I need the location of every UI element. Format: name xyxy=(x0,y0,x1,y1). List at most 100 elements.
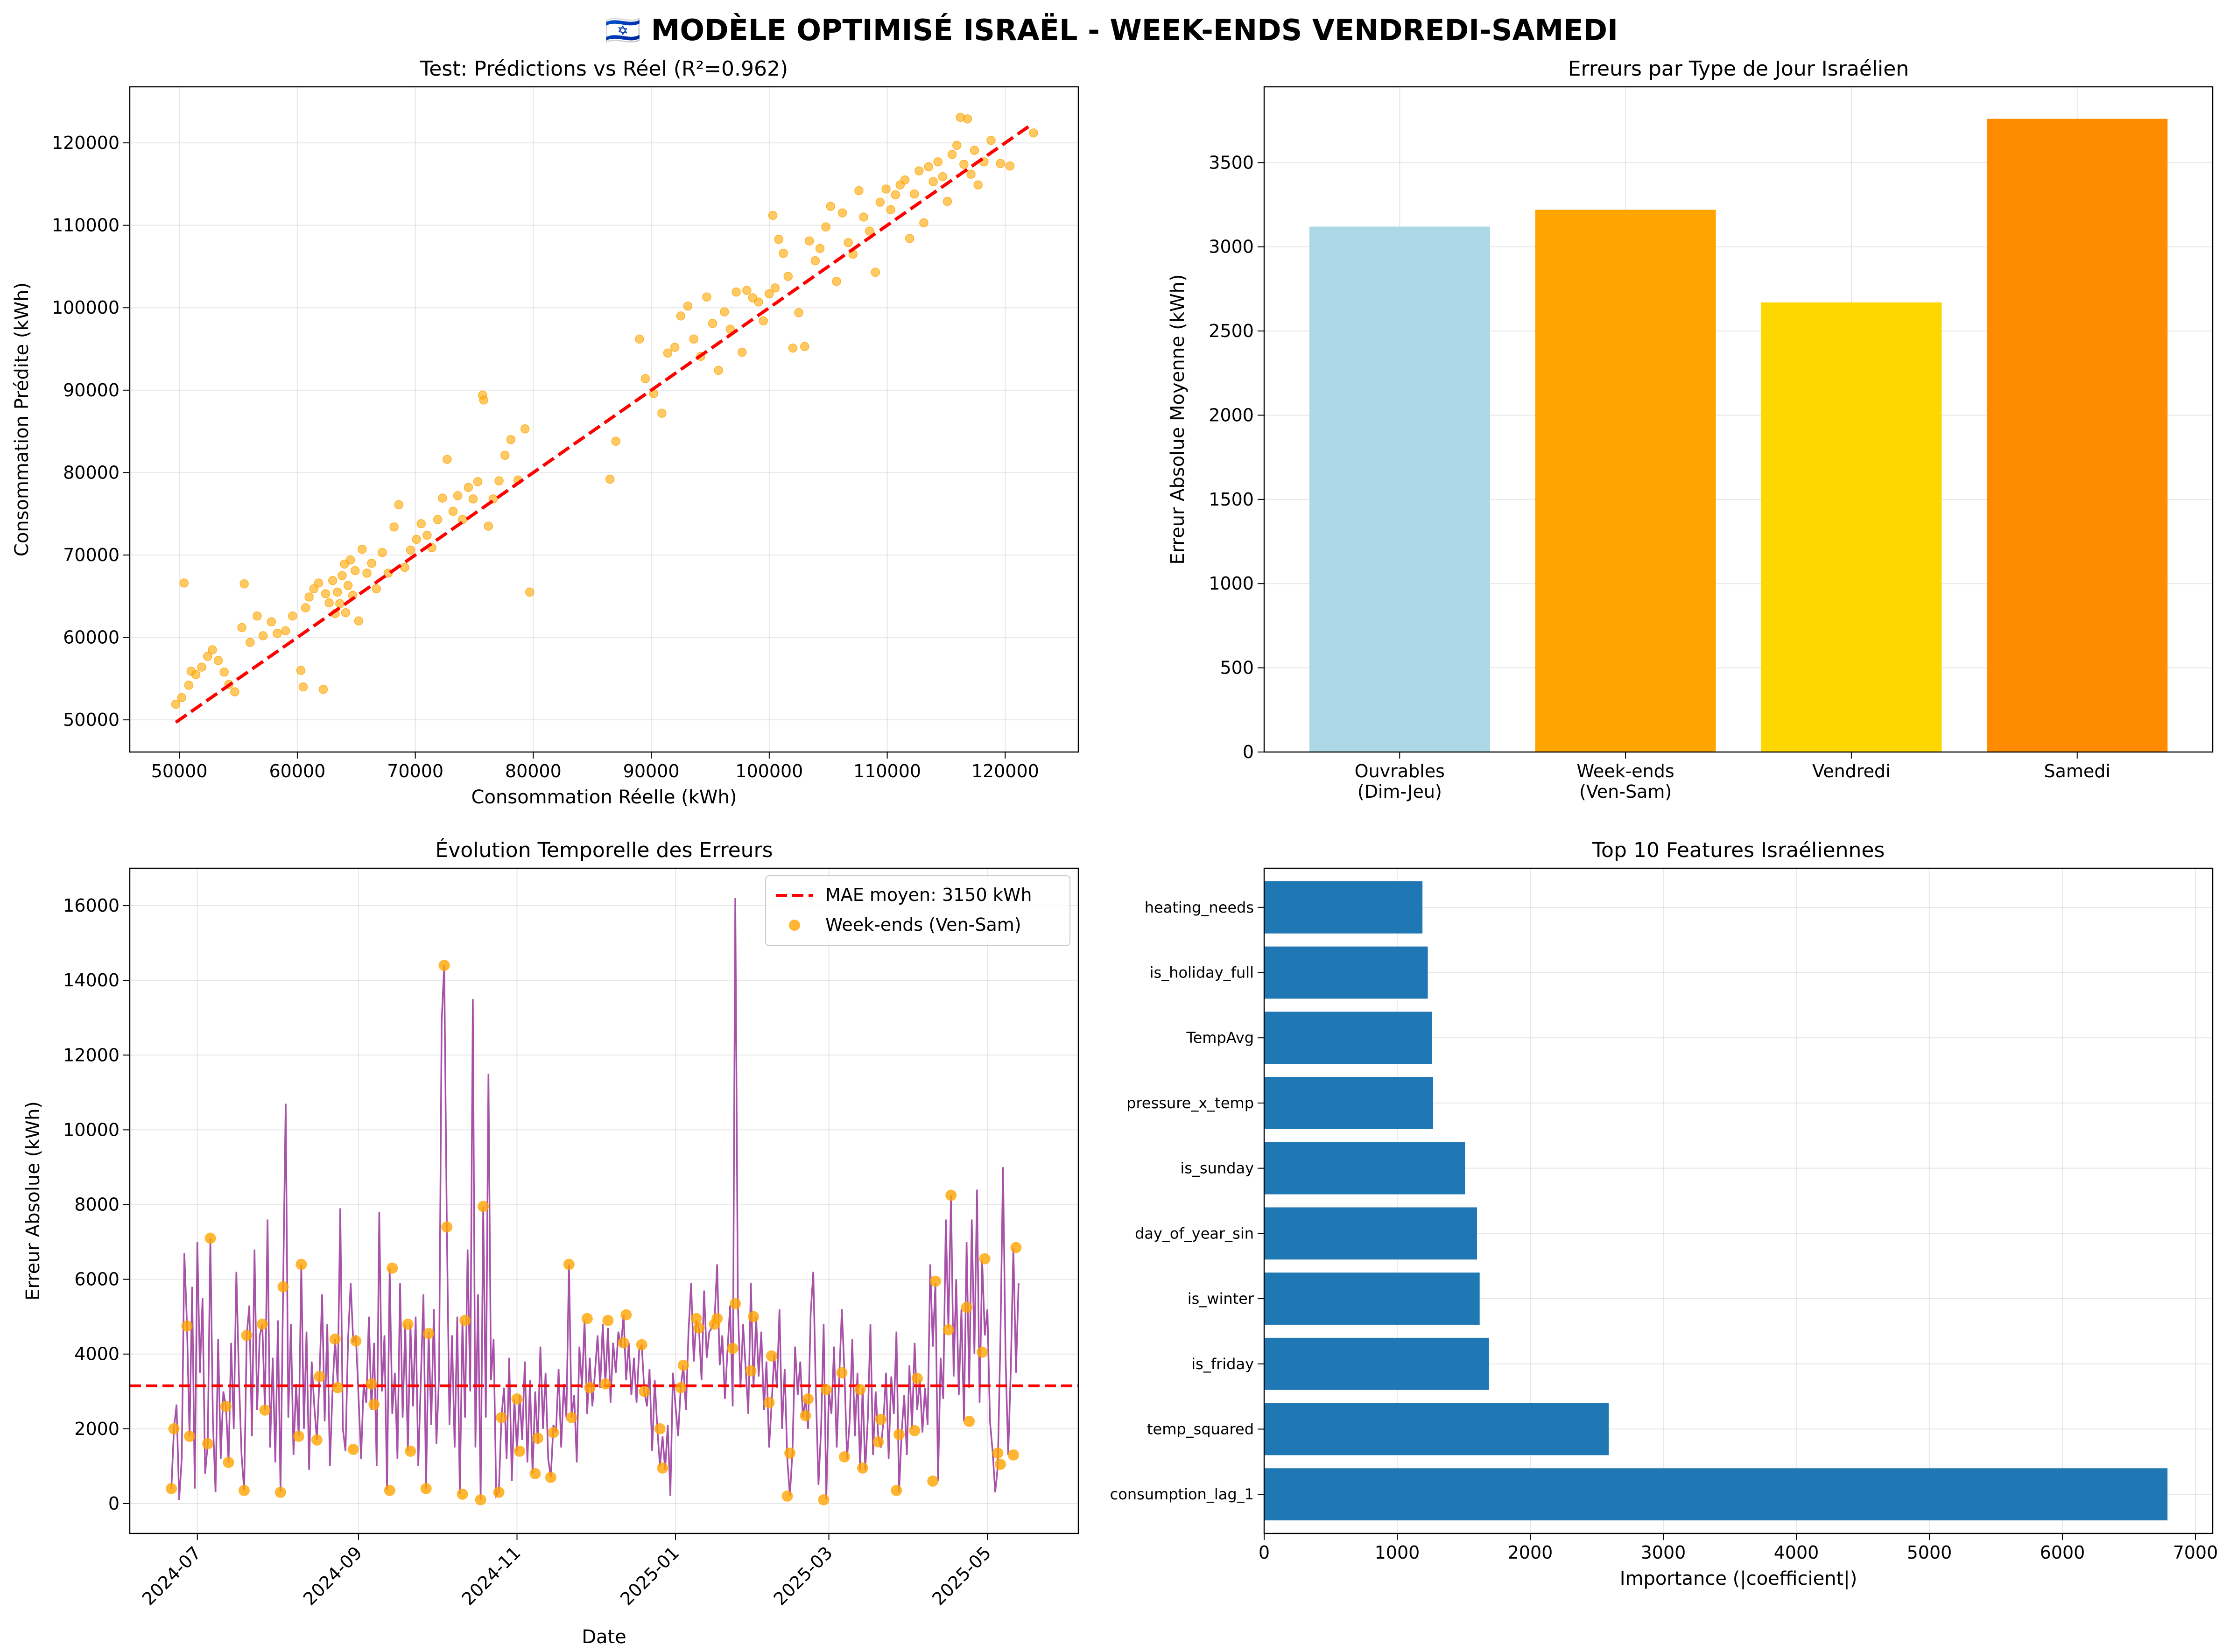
legend-label-weekends: Week-ends (Ven-Sam) xyxy=(825,914,1021,935)
weekend-point xyxy=(818,1494,830,1505)
scatter-point xyxy=(815,244,825,253)
scatter-point xyxy=(281,626,290,636)
weekend-point xyxy=(329,1333,341,1345)
scatter-point xyxy=(258,631,268,640)
scatter-point xyxy=(324,598,334,608)
scatter-point xyxy=(959,160,969,169)
x-tick-label: 2024-09 xyxy=(299,1542,366,1609)
weekend-point xyxy=(690,1313,702,1324)
scatter-point xyxy=(473,477,483,486)
scatter-point xyxy=(378,548,387,557)
scatter-point xyxy=(208,645,217,654)
weekend-point xyxy=(493,1486,505,1498)
weekend-point xyxy=(964,1415,975,1427)
x-tick-label-line: (Ven-Sam) xyxy=(1579,781,1672,802)
axes-title: Évolution Temporelle des Erreurs xyxy=(435,837,773,862)
scatter-point xyxy=(915,166,924,176)
x-tick-label: 2025-01 xyxy=(616,1542,683,1609)
scatter-point xyxy=(267,617,276,626)
weekend-point xyxy=(478,1201,489,1212)
figure-suptitle: 🇮🇱 MODÈLE OPTIMISÉ ISRAËL - WEEK-ENDS VE… xyxy=(605,13,1618,47)
scatter-point xyxy=(774,234,783,244)
weekend-point xyxy=(277,1281,289,1293)
scatter-point xyxy=(854,186,864,196)
weekend-point xyxy=(977,1346,988,1358)
y-tick-label: TempAvg xyxy=(1186,1029,1254,1047)
scatter-point xyxy=(875,197,885,207)
weekend-point xyxy=(295,1258,307,1270)
scatter-point xyxy=(881,184,891,194)
weekend-point xyxy=(857,1462,868,1474)
x-tick-label: 70000 xyxy=(387,761,443,781)
weekend-point xyxy=(511,1393,523,1405)
scatter-point xyxy=(970,146,979,155)
weekend-point xyxy=(602,1315,614,1326)
scatter-point xyxy=(844,238,853,247)
weekend-point xyxy=(274,1486,286,1498)
weekend-point xyxy=(581,1313,593,1324)
y-tick-label: 70000 xyxy=(63,545,120,565)
x-tick-label: 2025-05 xyxy=(928,1542,995,1609)
scatter-point xyxy=(406,545,415,555)
scatter-point xyxy=(663,348,673,358)
scatter-point xyxy=(635,334,644,344)
scatter-point xyxy=(304,592,314,602)
scatter-point xyxy=(253,611,262,621)
weekend-point xyxy=(675,1382,687,1393)
feature-bar xyxy=(1264,1337,1489,1390)
weekend-point xyxy=(350,1335,362,1347)
scatter-point xyxy=(933,157,943,167)
scatter-point xyxy=(657,408,667,418)
feature-bar xyxy=(1264,1077,1433,1129)
y-tick-label: 80000 xyxy=(63,462,120,483)
scatter-point xyxy=(742,286,752,295)
y-axis-label: Consommation Prédite (kWh) xyxy=(11,282,33,556)
weekend-point xyxy=(945,1189,957,1201)
weekend-point xyxy=(241,1329,253,1341)
scatter-point xyxy=(640,374,650,383)
weekend-point xyxy=(994,1458,1006,1470)
bar xyxy=(1987,119,2168,752)
weekend-point xyxy=(927,1475,939,1487)
weekend-point xyxy=(347,1443,359,1455)
x-tick-label-line: Samedi xyxy=(2044,761,2110,781)
x-tick-label: 60000 xyxy=(269,761,325,781)
scatter-point xyxy=(754,297,763,307)
ideal-fit-line xyxy=(175,122,1034,724)
scatter-point xyxy=(354,616,364,626)
weekend-point xyxy=(820,1384,832,1395)
y-tick-label: day_of_year_sin xyxy=(1135,1224,1254,1242)
y-tick-label: 4000 xyxy=(74,1344,120,1364)
scatter-point xyxy=(400,562,409,572)
feature-bar xyxy=(1264,1272,1480,1325)
scatter-point xyxy=(367,558,376,568)
scatter-point xyxy=(732,287,741,297)
x-tick-label: 2025-03 xyxy=(770,1542,837,1609)
scatter-point xyxy=(335,599,345,608)
y-tick-label: 10000 xyxy=(63,1119,120,1140)
scatter-point xyxy=(197,662,206,672)
feature-bar xyxy=(1264,881,1423,934)
y-axis-label: Erreur Absolue Moyenne (kWh) xyxy=(1167,274,1189,564)
y-tick-label: 14000 xyxy=(63,970,120,991)
scatter-point xyxy=(943,197,952,206)
weekend-point xyxy=(599,1378,611,1390)
scatter-point xyxy=(338,571,347,580)
y-tick-label: 16000 xyxy=(63,895,120,916)
scatter-point xyxy=(886,205,895,214)
weekend-point xyxy=(293,1430,304,1442)
x-tick-label: 7000 xyxy=(2173,1542,2218,1563)
y-tick-label: pressure_x_temp xyxy=(1126,1094,1254,1112)
x-tick-label: 6000 xyxy=(2040,1542,2085,1563)
scatter-point xyxy=(464,483,473,492)
feature-bar xyxy=(1264,1142,1465,1195)
y-tick-label: 1000 xyxy=(1209,573,1254,594)
scatter-point xyxy=(871,267,880,277)
scatter-point xyxy=(779,248,788,258)
y-tick-label: 6000 xyxy=(74,1269,120,1290)
scatter-point xyxy=(314,578,324,588)
weekend-point xyxy=(909,1425,921,1436)
scatter-point xyxy=(191,670,201,679)
scatter-point xyxy=(520,424,530,434)
y-tick-label: 1500 xyxy=(1209,489,1254,510)
